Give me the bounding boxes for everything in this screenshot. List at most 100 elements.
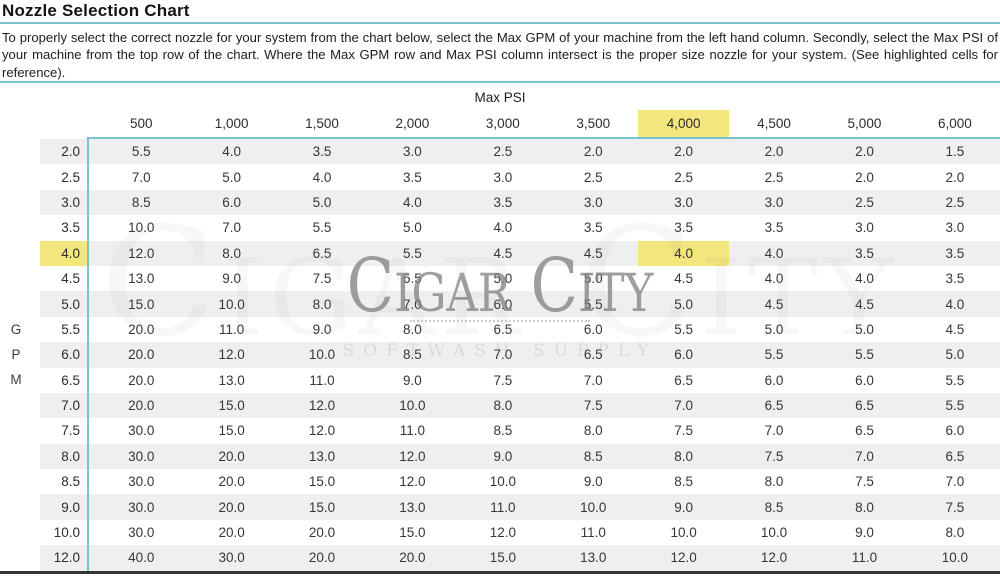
table-cell: 12.0 (399, 474, 426, 490)
table-cell: 13.0 (128, 271, 155, 287)
table-cell: 15.0 (308, 499, 336, 515)
table-cell: 15.0 (218, 398, 245, 414)
table-cell: 3.0 (583, 194, 603, 210)
table-cell: 10.0 (670, 525, 697, 541)
table-row: 20.0 13.0 11.0 9.0 7.5 7.0 6.5 6.0 6.0 5.5 (89, 368, 1000, 393)
row-header: 2.5 (61, 169, 80, 185)
table-row: 10.0 7.0 5.5 5.0 4.0 3.5 3.5 3.5 3.0 3.0 (89, 215, 1000, 240)
table-cell: 40.0 (128, 550, 155, 566)
table-cell: 4.5 (764, 296, 784, 312)
table-row: 20.0 12.0 10.0 8.5 7.0 6.5 6.0 5.5 5.5 5.0 (89, 342, 1000, 368)
table-cell: 4.0 (638, 240, 729, 266)
table-cell: 5.5 (583, 296, 603, 312)
table-cell: 9.0 (403, 372, 422, 388)
table-row: 5.5 4.0 3.5 3.0 2.5 2.0 2.0 2.0 2.0 1.5 (89, 139, 1000, 165)
col-header: 500 (129, 116, 153, 131)
row-header: 4.5 (61, 271, 80, 287)
table-cell: 4.0 (493, 220, 513, 236)
table-cell: 7.0 (131, 169, 151, 185)
col-header: 4,000 (638, 110, 729, 137)
table-cell: 5.5 (403, 245, 422, 261)
table-cell: 7.5 (583, 398, 603, 414)
table-cell: 5.5 (312, 220, 332, 236)
table-cell: 8.5 (131, 194, 151, 210)
table-cell: 4.0 (312, 169, 332, 185)
table-cell: 20.0 (128, 347, 155, 363)
table-cell: 30.0 (128, 525, 155, 541)
table-cell: 3.5 (312, 144, 332, 160)
table-cell: 2.0 (674, 144, 694, 160)
table-cell: 2.5 (855, 194, 874, 210)
table-cell: 5.5 (764, 347, 784, 363)
table-cell: 10.0 (489, 474, 516, 490)
row-header: 8.5 (61, 474, 80, 490)
table-cell: 4.0 (855, 271, 874, 287)
table-cell: 5.0 (493, 271, 513, 287)
table-cell: 13.0 (580, 550, 607, 566)
table-cell: 8.0 (403, 321, 422, 337)
table-cell: 10.0 (760, 525, 788, 541)
table-cell: 20.0 (308, 525, 336, 541)
row-header: 5.0 (40, 291, 87, 317)
table-cell: 9.0 (222, 271, 241, 287)
table-row: 20.0 15.0 12.0 10.0 8.0 7.5 7.0 6.5 6.5 5.5 (89, 392, 1000, 419)
table-cell: 30.0 (128, 448, 155, 464)
table-cell: 3.0 (764, 194, 784, 210)
table-cell: 5.5 (855, 347, 874, 363)
table-cell: 6.5 (855, 398, 874, 414)
table-cell: 15.0 (308, 474, 336, 490)
col-header: 3,000 (485, 116, 520, 131)
table-row: 13.0 9.0 7.5 6.5 5.0 5.0 4.5 4.0 4.0 3.5 (89, 266, 1000, 291)
row-header: 8.0 (40, 443, 87, 470)
table-cell: 20.0 (128, 372, 155, 388)
table-cell: 20.0 (218, 525, 245, 541)
table-cell: 8.5 (403, 347, 422, 363)
table-cell: 13.0 (308, 448, 336, 464)
table-cell: 15.0 (489, 550, 516, 566)
table-cell: 15.0 (399, 525, 426, 541)
table-cell: 6.0 (493, 296, 513, 312)
table-cell: 10.0 (580, 499, 607, 515)
table-cell: 8.5 (674, 474, 694, 490)
table-cell: 12.0 (399, 448, 426, 464)
table-cell: 5.0 (855, 321, 874, 337)
table-cell: 7.5 (674, 423, 694, 439)
table-cell: 2.0 (855, 144, 874, 160)
table-cell: 4.0 (222, 144, 241, 160)
row-header: 3.5 (61, 220, 80, 236)
table-cell: 5.5 (674, 321, 694, 337)
table-cell: 2.5 (945, 194, 965, 210)
table-cell: 6.5 (493, 321, 513, 337)
table-cell: 7.0 (674, 398, 694, 414)
table-cell: 12.0 (128, 245, 155, 261)
table-cell: 8.5 (583, 448, 603, 464)
table-cell: 3.0 (855, 220, 874, 236)
table-cell: 12.0 (670, 550, 697, 566)
row-header: 7.5 (61, 423, 80, 439)
table-row: 30.0 15.0 12.0 11.0 8.5 8.0 7.5 7.0 6.5 6.0 (89, 418, 1000, 443)
psi-header-row: 500 1,000 1,500 2,000 3,000 3,500 4,000 4,500 5,… (89, 110, 1000, 137)
col-header: 2,000 (395, 116, 430, 131)
table-cell: 8.0 (222, 245, 241, 261)
page-title: Nozzle Selection Chart (2, 1, 190, 20)
table-cell: 6.0 (945, 423, 965, 439)
table-cell: 9.0 (312, 321, 332, 337)
table-cell: 11.0 (851, 550, 878, 566)
row-header: 6.0 (40, 342, 87, 368)
table-cell: 8.5 (493, 423, 513, 439)
gpm-row-headers: 2.0 2.5 3.0 3.5 4.0 4.5 5.0 5.5 6.0 6.5 7.0 7.5 8.0 8… (40, 139, 87, 571)
table-cell: 10.0 (128, 220, 155, 236)
table-cell: 11.0 (490, 499, 516, 515)
bottom-border (0, 571, 1000, 574)
table-cell: 2.5 (493, 144, 513, 160)
table-cell: 3.5 (855, 245, 874, 261)
table-cell: 20.0 (218, 448, 245, 464)
table-cell: 3.5 (764, 220, 784, 236)
table-cell: 5.0 (674, 296, 694, 312)
row-header: 6.5 (61, 372, 80, 388)
table-cell: 6.0 (222, 194, 241, 210)
table-cell: 4.5 (674, 271, 694, 287)
table-cell: 3.0 (674, 194, 694, 210)
table-row: 30.0 20.0 15.0 13.0 11.0 10.0 9.0 8.5 8.0 7.5 (89, 494, 1000, 520)
table-cell: 3.0 (403, 144, 422, 160)
